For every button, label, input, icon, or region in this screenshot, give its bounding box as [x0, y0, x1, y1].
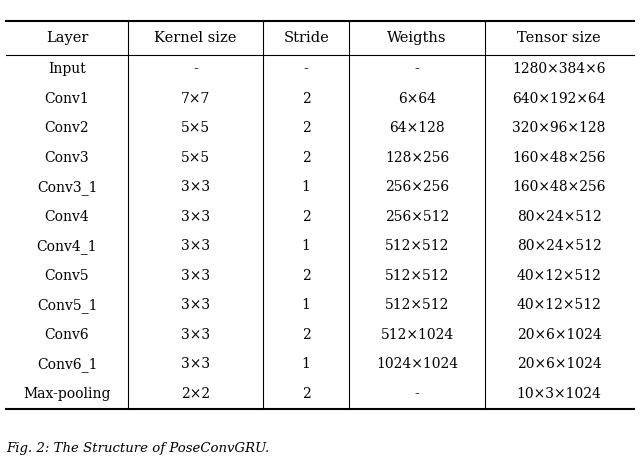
Text: 3×3: 3×3 — [180, 269, 210, 283]
Text: 3×3: 3×3 — [180, 210, 210, 224]
Text: 2: 2 — [302, 122, 310, 135]
Text: 160×48×256: 160×48×256 — [513, 181, 606, 194]
Text: 3×3: 3×3 — [180, 299, 210, 312]
Text: Conv2: Conv2 — [45, 122, 90, 135]
Text: -: - — [304, 63, 308, 76]
Text: 1280×384×6: 1280×384×6 — [513, 63, 606, 76]
Text: 3×3: 3×3 — [180, 328, 210, 342]
Text: 80×24×512: 80×24×512 — [516, 210, 602, 224]
Text: 2: 2 — [302, 92, 310, 106]
Text: 2×2: 2×2 — [180, 387, 210, 401]
Text: 64×128: 64×128 — [389, 122, 445, 135]
Text: 2: 2 — [302, 210, 310, 224]
Text: Conv4_1: Conv4_1 — [36, 239, 97, 254]
Text: 80×24×512: 80×24×512 — [516, 240, 602, 253]
Text: 1: 1 — [301, 358, 310, 371]
Text: Conv5: Conv5 — [45, 269, 90, 283]
Text: -: - — [415, 387, 419, 401]
Text: 1: 1 — [301, 181, 310, 194]
Text: 512×512: 512×512 — [385, 240, 449, 253]
Text: 40×12×512: 40×12×512 — [516, 269, 602, 283]
Text: 512×1024: 512×1024 — [380, 328, 454, 342]
Text: 2: 2 — [302, 151, 310, 165]
Text: 128×256: 128×256 — [385, 151, 449, 165]
Text: Conv5_1: Conv5_1 — [36, 298, 97, 313]
Text: Conv6_1: Conv6_1 — [36, 357, 97, 372]
Text: Kernel size: Kernel size — [154, 31, 236, 45]
Text: 256×512: 256×512 — [385, 210, 449, 224]
Text: 3×3: 3×3 — [180, 240, 210, 253]
Text: 40×12×512: 40×12×512 — [516, 299, 602, 312]
Text: Conv3_1: Conv3_1 — [36, 180, 97, 195]
Text: Conv1: Conv1 — [45, 92, 90, 106]
Text: 20×6×1024: 20×6×1024 — [516, 358, 602, 371]
Text: Fig. 2: The Structure of PoseConvGRU.: Fig. 2: The Structure of PoseConvGRU. — [6, 442, 269, 455]
Text: 3×3: 3×3 — [180, 181, 210, 194]
Text: 5×5: 5×5 — [180, 151, 210, 165]
Text: 1024×1024: 1024×1024 — [376, 358, 458, 371]
Text: 512×512: 512×512 — [385, 299, 449, 312]
Text: 640×192×64: 640×192×64 — [512, 92, 606, 106]
Text: Weigths: Weigths — [387, 31, 447, 45]
Text: 256×256: 256×256 — [385, 181, 449, 194]
Text: Conv6: Conv6 — [45, 328, 90, 342]
Text: Max-pooling: Max-pooling — [23, 387, 111, 401]
Text: Stride: Stride — [284, 31, 329, 45]
Text: 320×96×128: 320×96×128 — [513, 122, 606, 135]
Text: 1: 1 — [301, 299, 310, 312]
Text: Conv4: Conv4 — [45, 210, 90, 224]
Text: 2: 2 — [302, 269, 310, 283]
Text: 3×3: 3×3 — [180, 358, 210, 371]
Text: -: - — [193, 63, 198, 76]
Text: -: - — [415, 63, 419, 76]
Text: 1: 1 — [301, 240, 310, 253]
Text: Input: Input — [48, 63, 86, 76]
Text: Conv3: Conv3 — [45, 151, 90, 165]
Text: 7×7: 7×7 — [180, 92, 210, 106]
Text: 512×512: 512×512 — [385, 269, 449, 283]
Text: 5×5: 5×5 — [180, 122, 210, 135]
Text: 20×6×1024: 20×6×1024 — [516, 328, 602, 342]
Text: 2: 2 — [302, 387, 310, 401]
Text: Layer: Layer — [46, 31, 88, 45]
Text: Tensor size: Tensor size — [517, 31, 601, 45]
Text: 2: 2 — [302, 328, 310, 342]
Text: 10×3×1024: 10×3×1024 — [516, 387, 602, 401]
Text: 6×64: 6×64 — [398, 92, 436, 106]
Text: 160×48×256: 160×48×256 — [513, 151, 606, 165]
